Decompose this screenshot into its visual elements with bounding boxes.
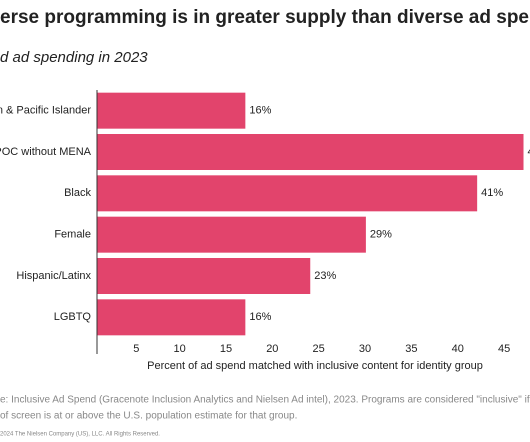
x-tick-label: 30 (359, 343, 371, 355)
y-tick-label: Black (64, 187, 91, 199)
copyright: 2024 The Nielsen Company (US), LLC. All … (0, 432, 160, 438)
x-tick-label: 15 (220, 343, 232, 355)
chart-subtitle: d ad spending in 2023 (0, 49, 148, 66)
x-axis-label: Percent of ad spend matched with inclusi… (147, 360, 483, 372)
note: of screen is at or above the U.S. popula… (0, 411, 297, 422)
y-tick-label: LGBTQ (54, 311, 92, 323)
note: e: Inclusive Ad Spend (Gracenote Inclusi… (0, 395, 530, 406)
x-tick-label: 25 (313, 343, 325, 355)
x-tick-label: 35 (405, 343, 417, 355)
data-label: 46% (528, 146, 530, 158)
data-label: 29% (370, 229, 392, 241)
data-label: 16% (249, 105, 271, 117)
data-label: 23% (314, 270, 336, 282)
y-tick-label: ian & Pacific Islander (0, 105, 91, 117)
chart-title: erse programming is in greater supply th… (0, 7, 530, 28)
x-tick-label: 45 (498, 343, 510, 355)
data-label: 41% (481, 187, 503, 199)
bar (97, 299, 246, 336)
bar (97, 216, 366, 253)
x-tick-label: 5 (133, 343, 139, 355)
data-label: 16% (249, 311, 271, 323)
bar (97, 175, 478, 212)
y-tick-label: Female (54, 229, 91, 241)
bar (97, 258, 311, 294)
bar (97, 92, 246, 129)
y-tick-label: Hispanic/Latinx (16, 270, 91, 282)
x-tick-label: 40 (452, 343, 464, 355)
bar (97, 134, 524, 170)
x-tick-label: 10 (173, 343, 185, 355)
y-tick-label: BIPOC without MENA (0, 146, 92, 158)
x-tick-label: 20 (266, 343, 278, 355)
